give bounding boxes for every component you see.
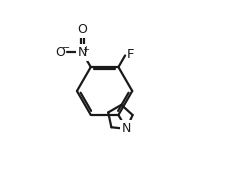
Text: O: O	[56, 46, 66, 59]
Text: N: N	[122, 122, 131, 135]
Text: +: +	[82, 45, 89, 54]
Text: O: O	[77, 23, 87, 36]
Text: −: −	[62, 43, 70, 54]
Text: F: F	[127, 48, 134, 61]
Text: N: N	[78, 46, 87, 59]
